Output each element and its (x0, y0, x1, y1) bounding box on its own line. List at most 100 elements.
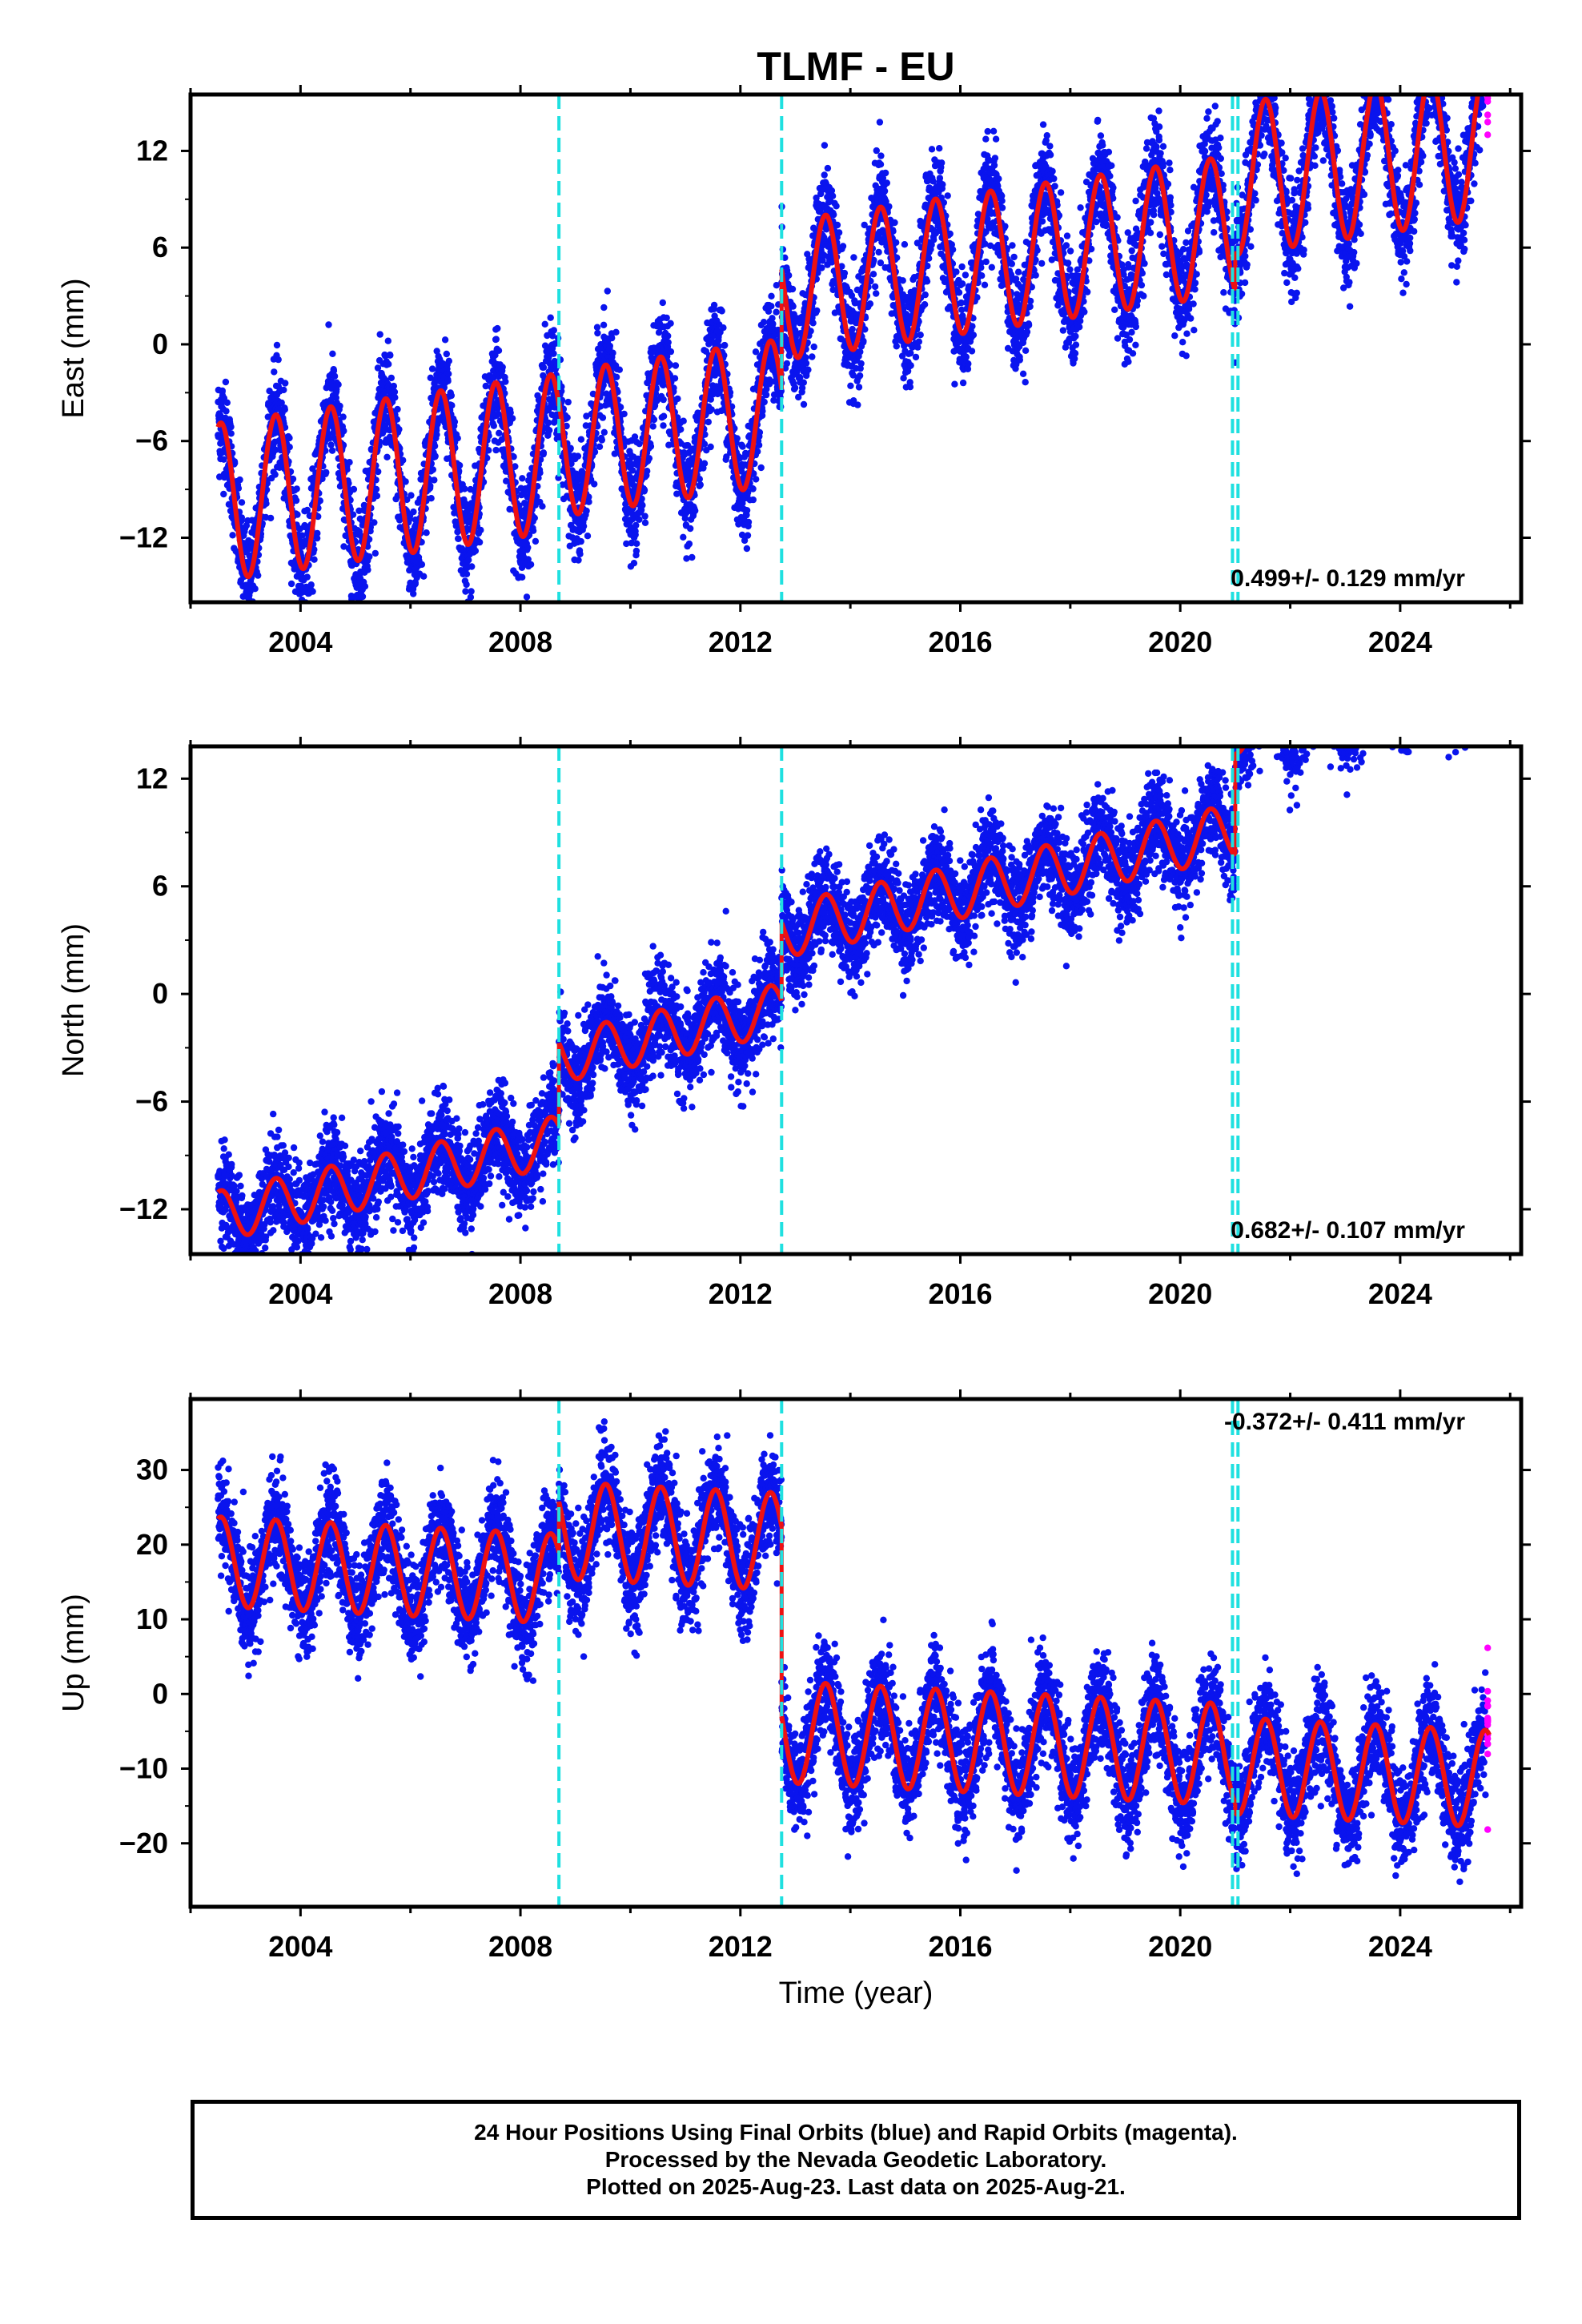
data-point (907, 349, 914, 357)
data-point (760, 319, 768, 326)
data-point (507, 409, 514, 416)
data-point (477, 526, 484, 534)
data-point (443, 350, 450, 358)
data-point (856, 372, 864, 380)
data-point (612, 328, 620, 336)
data-point (410, 590, 417, 597)
data-point (912, 353, 920, 361)
data-point (575, 557, 582, 564)
data-point (485, 447, 492, 454)
data-point (685, 540, 693, 548)
data-point (339, 413, 347, 420)
data-point (532, 537, 540, 545)
data-point (944, 192, 951, 199)
data-point (707, 396, 714, 403)
data-point (768, 303, 775, 310)
data-point (307, 581, 315, 589)
data-point (650, 416, 658, 424)
data-point (769, 315, 776, 322)
data-point (877, 152, 885, 159)
data-point (829, 192, 837, 199)
data-point (384, 337, 391, 344)
data-point (428, 495, 435, 502)
data-point (628, 539, 635, 547)
data-point (638, 495, 645, 503)
data-point (272, 446, 279, 453)
data-point (371, 549, 379, 557)
data-point (600, 428, 608, 436)
data-point (325, 321, 332, 328)
data-point (598, 436, 605, 444)
data-point (785, 271, 793, 279)
data-point (591, 448, 599, 456)
data-point (665, 339, 672, 346)
data-point (708, 406, 715, 413)
data-point (720, 324, 727, 332)
data-point (316, 497, 323, 505)
data-point (273, 341, 281, 349)
data-point (539, 503, 546, 510)
data-point (701, 431, 709, 438)
data-point (584, 533, 592, 540)
data-point (249, 604, 255, 610)
data-point (743, 507, 751, 514)
data-point (540, 449, 548, 456)
data-point (278, 399, 285, 407)
data-point (765, 308, 773, 315)
data-point (303, 506, 311, 514)
data-point (467, 593, 475, 601)
data-point (359, 593, 367, 601)
data-point (402, 478, 409, 485)
data-point (951, 380, 958, 388)
data-point (375, 468, 382, 476)
data-point (821, 171, 828, 179)
data-point (946, 230, 954, 238)
data-point (583, 412, 590, 420)
data-point (287, 580, 295, 588)
data-point (591, 480, 598, 488)
data-point (850, 254, 857, 261)
data-point (766, 376, 773, 384)
data-point (616, 366, 623, 373)
data-point (962, 271, 970, 279)
data-point (701, 460, 709, 467)
data-point (396, 425, 403, 433)
data-point (681, 515, 689, 522)
data-point (623, 540, 630, 548)
data-point (647, 443, 655, 450)
data-point (319, 475, 326, 483)
data-point (465, 557, 472, 564)
data-point (271, 368, 278, 376)
data-point (663, 314, 670, 322)
data-point (271, 471, 279, 478)
data-point (490, 422, 497, 429)
data-point (494, 324, 501, 332)
data-point (400, 456, 407, 464)
data-point (917, 332, 924, 339)
data-point (789, 285, 797, 293)
data-point (420, 573, 428, 580)
data-point (739, 500, 746, 507)
data-point (841, 269, 849, 277)
data-point (408, 492, 415, 499)
data-point (891, 219, 898, 227)
data-point (445, 357, 452, 364)
data-point (512, 463, 519, 470)
data-point (680, 417, 687, 424)
data-point (645, 455, 653, 462)
data-point (633, 540, 640, 547)
data-point (364, 566, 371, 573)
data-point (710, 301, 718, 309)
data-point (506, 505, 513, 513)
data-point (600, 304, 608, 312)
data-point (429, 466, 436, 473)
data-point (391, 394, 399, 401)
data-point (350, 485, 358, 493)
data-point (433, 431, 440, 438)
data-point (231, 460, 239, 467)
data-point (632, 547, 640, 555)
data-point (348, 604, 355, 610)
data-point (524, 556, 532, 563)
data-point (302, 617, 308, 624)
